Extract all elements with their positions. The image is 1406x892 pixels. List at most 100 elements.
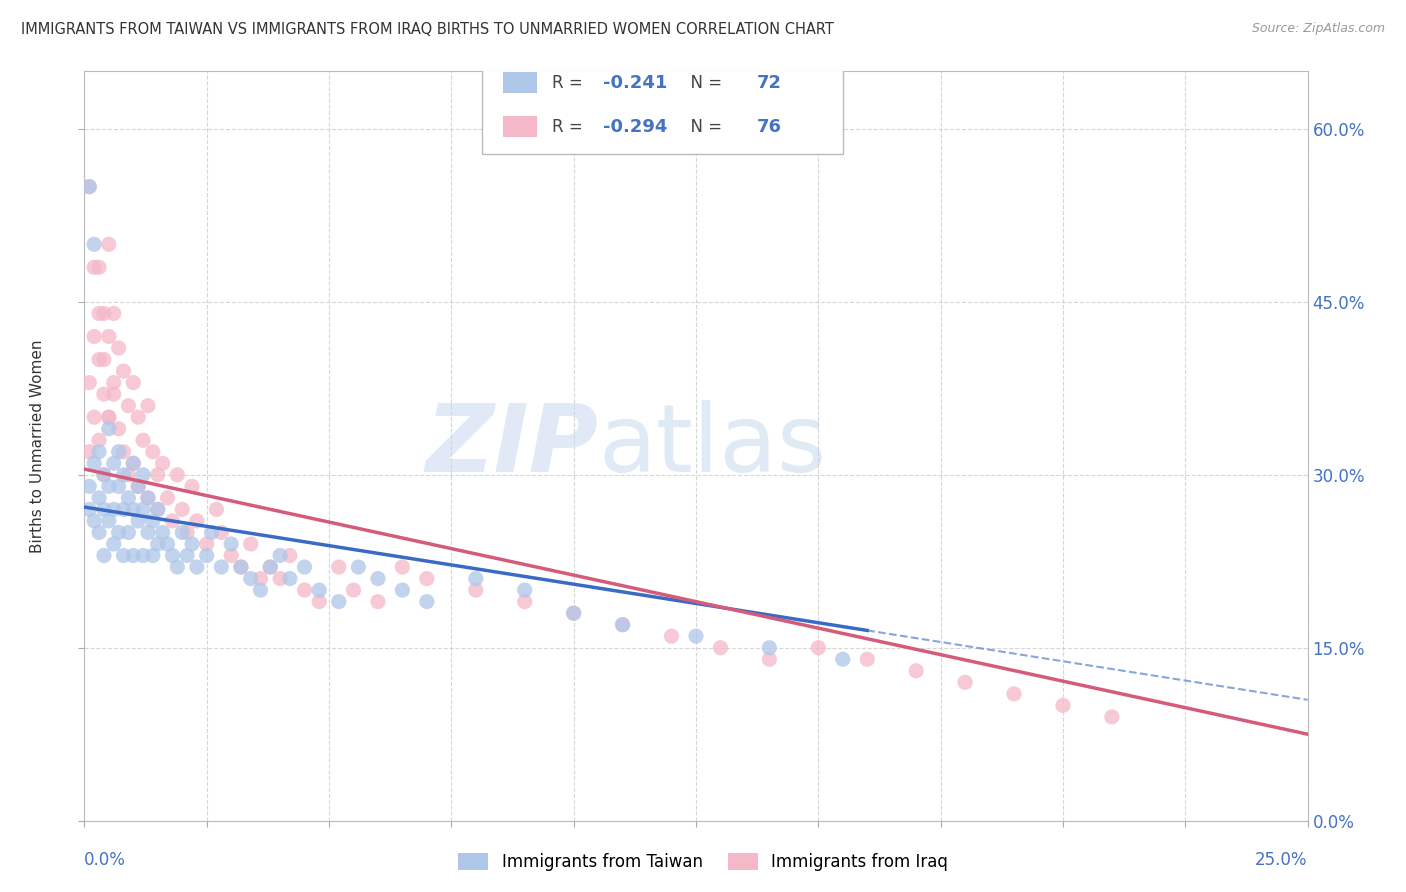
Point [97, 329, 120, 343]
Point [758, 652, 780, 666]
Point [77, 444, 100, 458]
Point [136, 491, 159, 505]
Text: 76: 76 [758, 118, 782, 136]
Point [103, 456, 125, 470]
Point [166, 560, 188, 574]
Point [97, 237, 120, 252]
Point [1002, 687, 1025, 701]
Point [661, 629, 683, 643]
Point [122, 502, 145, 516]
Point [77, 179, 100, 194]
Text: -0.241: -0.241 [603, 74, 668, 92]
Point [127, 514, 149, 528]
Point [953, 675, 976, 690]
Point [87, 434, 110, 448]
Point [112, 502, 135, 516]
FancyBboxPatch shape [503, 116, 537, 137]
Point [122, 456, 145, 470]
Point [83, 514, 105, 528]
Point [249, 572, 271, 586]
Point [127, 479, 149, 493]
Point [294, 560, 316, 574]
Point [77, 502, 100, 516]
Point [93, 352, 115, 367]
Point [87, 306, 110, 320]
Point [758, 640, 780, 655]
Point [156, 491, 179, 505]
Point [176, 549, 198, 563]
Point [367, 594, 389, 608]
Point [181, 479, 204, 493]
Text: 25.0%: 25.0% [1256, 851, 1308, 869]
Point [103, 306, 125, 320]
Point [513, 594, 536, 608]
Point [166, 467, 188, 482]
Point [249, 583, 271, 598]
Text: ZIP: ZIP [425, 400, 598, 492]
Point [195, 549, 218, 563]
Point [93, 306, 115, 320]
Point [136, 399, 159, 413]
Point [229, 560, 252, 574]
Point [294, 583, 316, 598]
Point [239, 572, 262, 586]
Point [107, 479, 129, 493]
Text: IMMIGRANTS FROM TAIWAN VS IMMIGRANTS FROM IRAQ BIRTHS TO UNMARRIED WOMEN CORRELA: IMMIGRANTS FROM TAIWAN VS IMMIGRANTS FRO… [21, 22, 834, 37]
Point [122, 456, 145, 470]
Point [132, 549, 155, 563]
Point [342, 583, 364, 598]
Point [195, 537, 218, 551]
Point [562, 606, 585, 620]
Point [278, 549, 301, 563]
Point [87, 525, 110, 540]
Point [87, 444, 110, 458]
Point [97, 514, 120, 528]
Point [117, 491, 139, 505]
Point [97, 422, 120, 436]
Point [856, 652, 879, 666]
Point [186, 514, 208, 528]
Text: Source: ZipAtlas.com: Source: ZipAtlas.com [1251, 22, 1385, 36]
Point [709, 640, 731, 655]
Point [152, 525, 174, 540]
Point [464, 572, 486, 586]
Point [152, 456, 174, 470]
Point [93, 467, 115, 482]
Point [513, 583, 536, 598]
Point [200, 525, 222, 540]
Point [347, 560, 370, 574]
Point [278, 572, 301, 586]
Point [219, 549, 242, 563]
Point [308, 583, 330, 598]
Point [107, 444, 129, 458]
Point [176, 525, 198, 540]
Point [83, 237, 105, 252]
Point [127, 410, 149, 425]
Point [612, 617, 634, 632]
Point [1101, 710, 1123, 724]
Point [205, 502, 228, 516]
Point [416, 594, 439, 608]
Point [117, 399, 139, 413]
Text: R =: R = [551, 74, 588, 92]
Point [209, 560, 232, 574]
Point [112, 549, 135, 563]
Point [146, 502, 169, 516]
Point [328, 560, 350, 574]
Point [136, 491, 159, 505]
Text: Births to Unmarried Women: Births to Unmarried Women [31, 339, 45, 553]
Point [117, 467, 139, 482]
Point [112, 467, 135, 482]
Point [146, 537, 169, 551]
Point [259, 560, 281, 574]
Point [162, 514, 184, 528]
Text: atlas: atlas [598, 400, 827, 492]
Point [464, 583, 486, 598]
Point [97, 479, 120, 493]
Point [146, 467, 169, 482]
Point [132, 434, 155, 448]
Point [93, 467, 115, 482]
Point [229, 560, 252, 574]
Point [107, 525, 129, 540]
Point [83, 260, 105, 275]
